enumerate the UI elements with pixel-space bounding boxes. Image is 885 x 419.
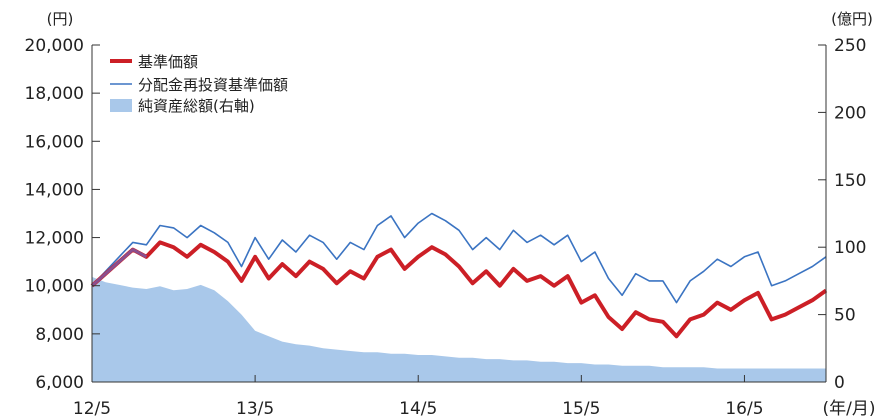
x-unit-label: (年/月) — [823, 399, 876, 419]
series-area-assets — [92, 276, 826, 382]
left-tick-label: 6,000 — [35, 373, 84, 393]
left-unit-label: (円) — [47, 10, 74, 28]
assets-area-layer — [92, 276, 826, 382]
right-tick-label: 0 — [834, 373, 845, 393]
legend-label-assets: 純資産総額(右軸) — [138, 97, 255, 115]
left-tick-label: 18,000 — [25, 84, 84, 104]
x-tick-label: 16/5 — [725, 399, 763, 419]
series-overlap-start — [91, 248, 148, 287]
left-tick-label: 10,000 — [25, 277, 84, 297]
right-unit-label: (億円) — [831, 10, 873, 28]
series-line-nav — [90, 240, 828, 339]
x-tick-label: 14/5 — [399, 399, 437, 419]
x-tick-label: 12/5 — [73, 399, 111, 419]
right-tick-label: 250 — [834, 36, 866, 56]
legend-label-reinvested: 分配金再投資基準価額 — [138, 76, 288, 94]
right-tick-label: 50 — [834, 306, 856, 326]
right-tick-label: 200 — [834, 103, 866, 123]
legend: 基準価額 分配金再投資基準価額 純資産総額(右軸) — [110, 53, 288, 115]
right-tick-label: 100 — [834, 238, 866, 258]
x-tick-label: 15/5 — [562, 399, 600, 419]
left-tick-label: 8,000 — [35, 325, 84, 345]
x-tick-label: 13/5 — [236, 399, 274, 419]
left-tick-label: 16,000 — [25, 132, 84, 152]
axes-layer: (円) (億円) (年/月) 6,000 8,000 10,000 12,000 14,… — [25, 10, 876, 419]
left-tick-label: 14,000 — [25, 180, 84, 200]
left-tick-label: 12,000 — [25, 229, 84, 249]
series-line-reinvested — [91, 212, 827, 304]
legend-swatch-assets — [110, 99, 132, 112]
lines-layer — [90, 212, 828, 339]
right-tick-label: 150 — [834, 171, 866, 191]
legend-label-nav: 基準価額 — [138, 53, 198, 71]
left-tick-label: 20,000 — [25, 36, 84, 56]
